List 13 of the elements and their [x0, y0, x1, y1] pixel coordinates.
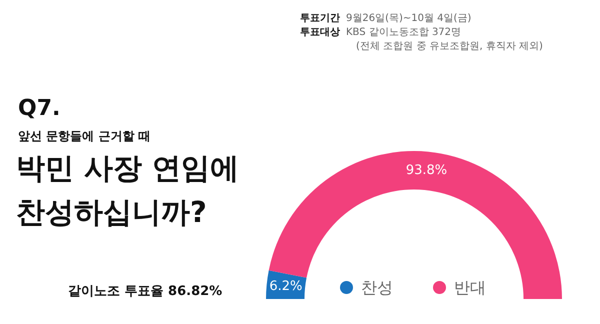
legend-label: 반대 [453, 278, 486, 299]
data-label: 93.8% [406, 163, 448, 178]
text: 앞선 문항들에 근거할 때 [18, 128, 151, 145]
text: 9월26일(목)~10월 4일(금) [346, 13, 472, 24]
data-label: 6.2% [269, 278, 302, 294]
text: 투표기간 [300, 13, 340, 24]
text: 투표대상 [300, 27, 340, 38]
text: 같이노조 투표율 86.82% [68, 283, 222, 300]
text: 박민 사장 연임에 찬성하십니까? [16, 150, 240, 231]
text: Q7. [18, 96, 60, 121]
text: (전체 조합원 중 유보조합원, 휴직자 제외) [355, 40, 543, 54]
legend-label: 찬성 [360, 278, 393, 299]
text: KBS 같이노동조합 372명 [346, 27, 462, 38]
